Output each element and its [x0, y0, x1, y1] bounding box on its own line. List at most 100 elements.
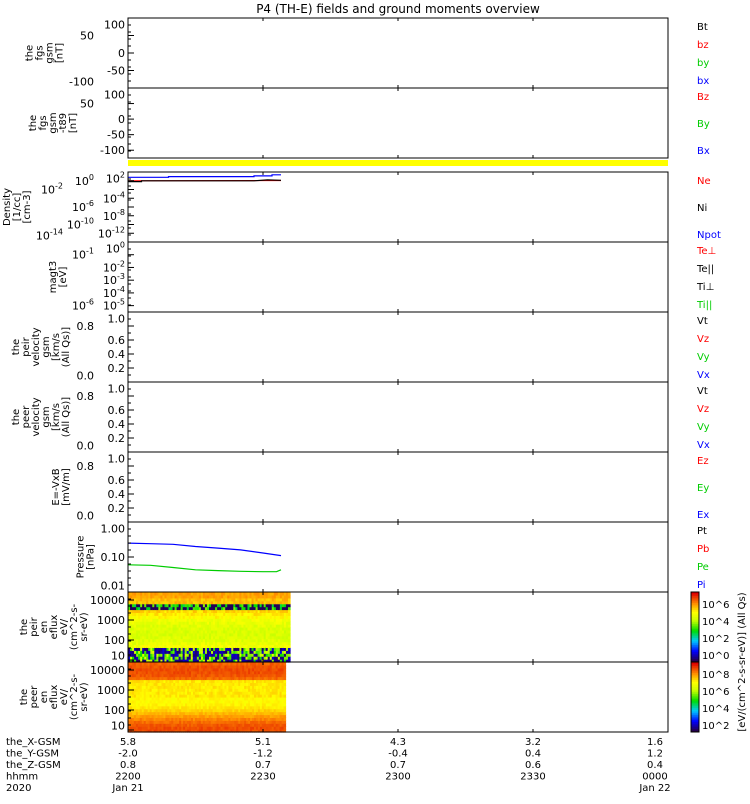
time-row-value: 1.6 [647, 737, 663, 748]
y-tick-label: 10-14 [36, 228, 63, 243]
time-row-value: 0.7 [255, 760, 271, 771]
y-tick-label: 0.4 [108, 348, 126, 361]
y-tick-label: 0.0 [77, 370, 95, 383]
colorbar-tick-label: 10^6 [702, 600, 729, 611]
panel-3: 10210010-210-410-610-810-1010-1210-14Den… [2, 171, 721, 243]
colorbar-tick-label: 10^0 [702, 651, 729, 662]
series-line-pe [128, 565, 281, 572]
legend-bz: bz [697, 40, 709, 51]
y-tick-label: 0.8 [77, 320, 95, 333]
colorbar-tick-label: 10^6 [702, 687, 729, 698]
time-row-value: 2300 [385, 772, 410, 783]
legend-te: Te⊥ [696, 246, 716, 257]
y-tick-label: 0.2 [108, 362, 126, 375]
y-axis-label: thepeervelocitygsm[km/s(All Qs)] [11, 397, 72, 437]
y-tick-label: 10 [111, 650, 125, 663]
y-tick-label: 100 [106, 241, 125, 256]
y-axis-label: thepeerenefluxeV/(cm^2-s-sr-eV) [19, 673, 90, 720]
y-tick-label: -100 [69, 76, 94, 89]
colorbar-tick-label: 10^4 [702, 704, 729, 715]
series-line-npot [128, 175, 281, 178]
y-tick-label: 0.2 [108, 502, 126, 515]
legend-vz: Vz [697, 334, 709, 345]
panel-frame [128, 88, 668, 158]
time-row-label: the_Z-GSM [6, 760, 61, 771]
time-row-value: 0.4 [525, 749, 541, 760]
y-tick-label: 0.0 [77, 510, 95, 523]
colorbar-label: [eV/(cm^2-s-sr-eV)] (All Qs) [737, 592, 748, 731]
y-tick-label: 10-6 [72, 298, 94, 313]
time-row-value: Jan 22 [638, 783, 670, 794]
y-axis-label: Density[1/cc][cm-3] [2, 188, 33, 226]
y-tick-label: 102 [106, 171, 125, 186]
legend-ey: Ey [697, 483, 709, 494]
time-row-value: 5.8 [120, 737, 136, 748]
y-tick-label: 0.8 [77, 390, 95, 403]
y-tick-label: 10-8 [103, 208, 125, 223]
y-axis-label: Pressure[nPa] [76, 536, 97, 579]
colorbar-tick-label: 10^8 [702, 670, 729, 681]
y-axis-label: E=-VxB[mV/m] [51, 468, 72, 506]
time-row-value: 4.3 [390, 737, 406, 748]
panel-frame [128, 312, 668, 382]
time-row-value: -1.2 [253, 749, 273, 760]
y-tick-label: 10-12 [98, 225, 125, 240]
y-tick-label: 0.4 [108, 418, 126, 431]
legend-bx: bx [697, 76, 709, 87]
panel-frame [128, 172, 668, 242]
y-tick-label: 100 [104, 634, 125, 647]
legend-ex: Ex [697, 510, 709, 521]
y-tick-label: 0.8 [77, 460, 95, 473]
y-tick-label: 0.6 [108, 334, 126, 347]
y-axis-label: magt3[eV] [48, 261, 69, 294]
panel-6: 1.00.80.60.40.20.0thepeervelocitygsm[km/… [11, 382, 710, 453]
time-row-value: 0.4 [647, 760, 663, 771]
panel-frame [128, 452, 668, 522]
colorbar-tick-label: 10^4 [702, 617, 729, 628]
y-axis-label: thepeirenefluxeV/(cm^2-s-sr-eV) [19, 603, 90, 650]
time-row-label: the_Y-GSM [6, 749, 59, 760]
y-tick-label: 10-2 [41, 182, 63, 197]
legend-te: Te|| [696, 264, 714, 275]
legend-ti: Ti⊥ [696, 282, 714, 293]
y-tick-label: 0.6 [108, 404, 126, 417]
y-tick-label: 10-6 [72, 199, 94, 214]
y-tick-label: 0 [118, 113, 125, 126]
time-row-value: 2330 [520, 772, 545, 783]
y-tick-label: 100 [104, 704, 125, 717]
y-tick-label: 100 [75, 173, 94, 188]
legend-ti: Ti|| [696, 300, 712, 311]
panel-frame [128, 18, 668, 88]
y-tick-label: 0.6 [108, 474, 126, 487]
legend-ne: Ne [697, 176, 711, 187]
time-row-value: Jan 21 [111, 783, 143, 794]
legend-by: By [697, 119, 710, 130]
y-tick-label: 1.0 [108, 453, 126, 466]
time-row-label: 2020 [6, 783, 31, 794]
y-tick-label: -50 [107, 65, 125, 78]
colorbar-tick-label: 10^2 [702, 721, 729, 732]
y-tick-label: 10-4 [103, 190, 125, 205]
y-tick-label: 1.00 [101, 523, 126, 536]
y-tick-label: 10 [111, 720, 125, 733]
panel-frame [128, 242, 668, 312]
time-row-value: -2.0 [118, 749, 138, 760]
y-tick-label: 10-5 [103, 298, 125, 313]
spectrogram-cell [284, 662, 287, 666]
legend-pt: Pt [697, 526, 707, 537]
legend-bx: Bx [697, 146, 710, 157]
legend-pb: Pb [697, 544, 709, 555]
legend-ez: Ez [697, 456, 709, 467]
legend-pi: Pi [697, 580, 706, 591]
y-tick-label: 10-1 [72, 247, 94, 262]
legend-vx: Vx [697, 370, 710, 381]
y-tick-label: 50 [80, 98, 94, 111]
time-row-label: hhmm [6, 772, 38, 783]
y-tick-label: 0 [118, 47, 125, 60]
time-row-value: 0000 [642, 772, 667, 783]
y-axis-label: thefgsgsm-t89[nT] [28, 112, 79, 133]
